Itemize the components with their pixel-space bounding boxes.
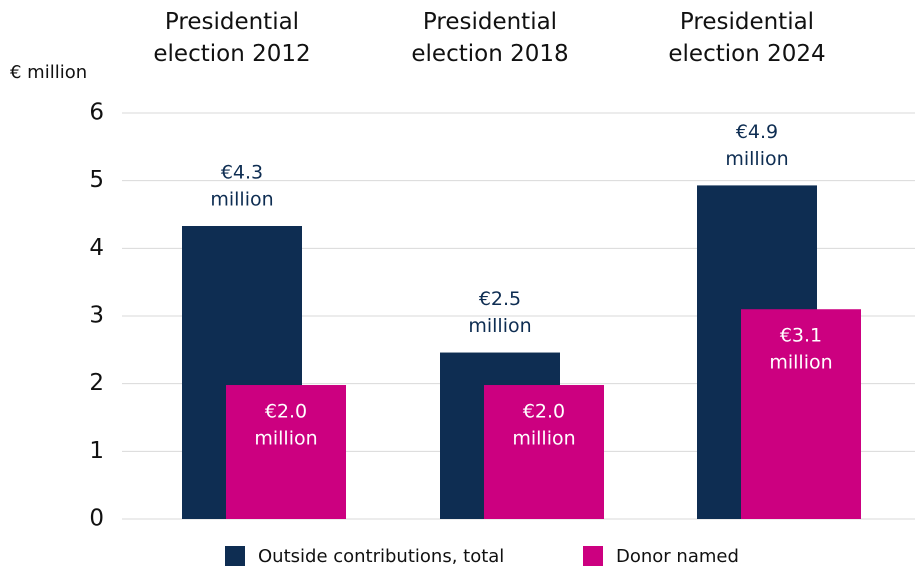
y-tick-label: 3 [89,303,104,329]
y-tick-label: 6 [89,100,104,126]
legend-label: Outside contributions, total [258,546,504,567]
value-label: €2.0 million [512,400,575,449]
y-tick-label: 2 [89,370,104,396]
y-tick-label: 5 [89,167,104,193]
value-label: €2.5 million [468,288,531,337]
y-axis-label: € million [10,62,87,83]
bar [484,385,604,519]
bar [741,309,861,519]
category-label: Presidential election 2024 [668,9,825,67]
y-tick-label: 4 [89,235,104,261]
legend-swatch [225,546,245,566]
value-label: €3.1 million [769,324,832,373]
value-label: €4.9 million [725,120,788,169]
value-label: €2.0 million [254,400,317,449]
bar [226,385,346,519]
category-label: Presidential election 2018 [411,9,568,67]
category-label: Presidential election 2012 [153,9,310,67]
y-tick-label: 0 [89,506,104,532]
legend-label: Donor named [616,546,739,567]
y-tick-label: 1 [89,438,104,464]
value-label: €4.3 million [210,161,273,210]
legend-swatch [583,546,603,566]
